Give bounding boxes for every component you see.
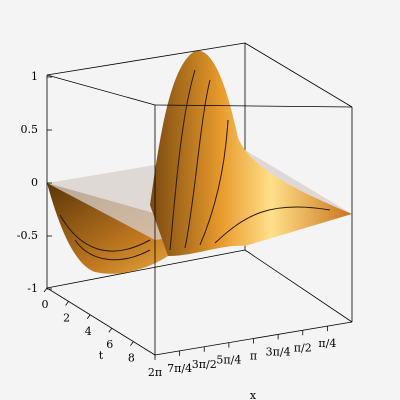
z-tick-label: 1 — [31, 70, 38, 83]
z-tick-label: 0 — [31, 176, 38, 189]
surface — [47, 50, 352, 274]
x-tick-label: π/4 — [318, 337, 336, 350]
t-tick — [43, 287, 48, 293]
t-tick — [108, 327, 113, 333]
t-tick — [86, 314, 91, 320]
z-tick-label: -1 — [27, 282, 38, 295]
box-front — [46, 42, 353, 356]
t-tick-label: 4 — [85, 325, 92, 338]
x-tick-label: π — [250, 350, 257, 363]
t-tick-label: 8 — [128, 352, 135, 365]
x-axis-label: x — [250, 389, 257, 400]
x-tick-label: 3π/2 — [192, 358, 217, 371]
t-tick-label: 0 — [42, 298, 49, 311]
x-tick-label: 5π/4 — [216, 354, 241, 367]
t-tick — [65, 301, 69, 306]
z-tick-label: 0.5 — [21, 123, 39, 136]
t-tick-label: 2 — [63, 311, 70, 324]
t-axis-label: t — [99, 349, 104, 362]
z-tick-label: -0.5 — [17, 229, 38, 242]
x-tick-label: 3π/4 — [266, 345, 291, 358]
x-tick-label: 2π — [148, 366, 162, 379]
x-tick-label: π/2 — [294, 341, 312, 354]
t-tick — [130, 341, 134, 346]
t-tick-label: 6 — [106, 338, 113, 351]
x-tick-label: 7π/4 — [167, 362, 192, 375]
